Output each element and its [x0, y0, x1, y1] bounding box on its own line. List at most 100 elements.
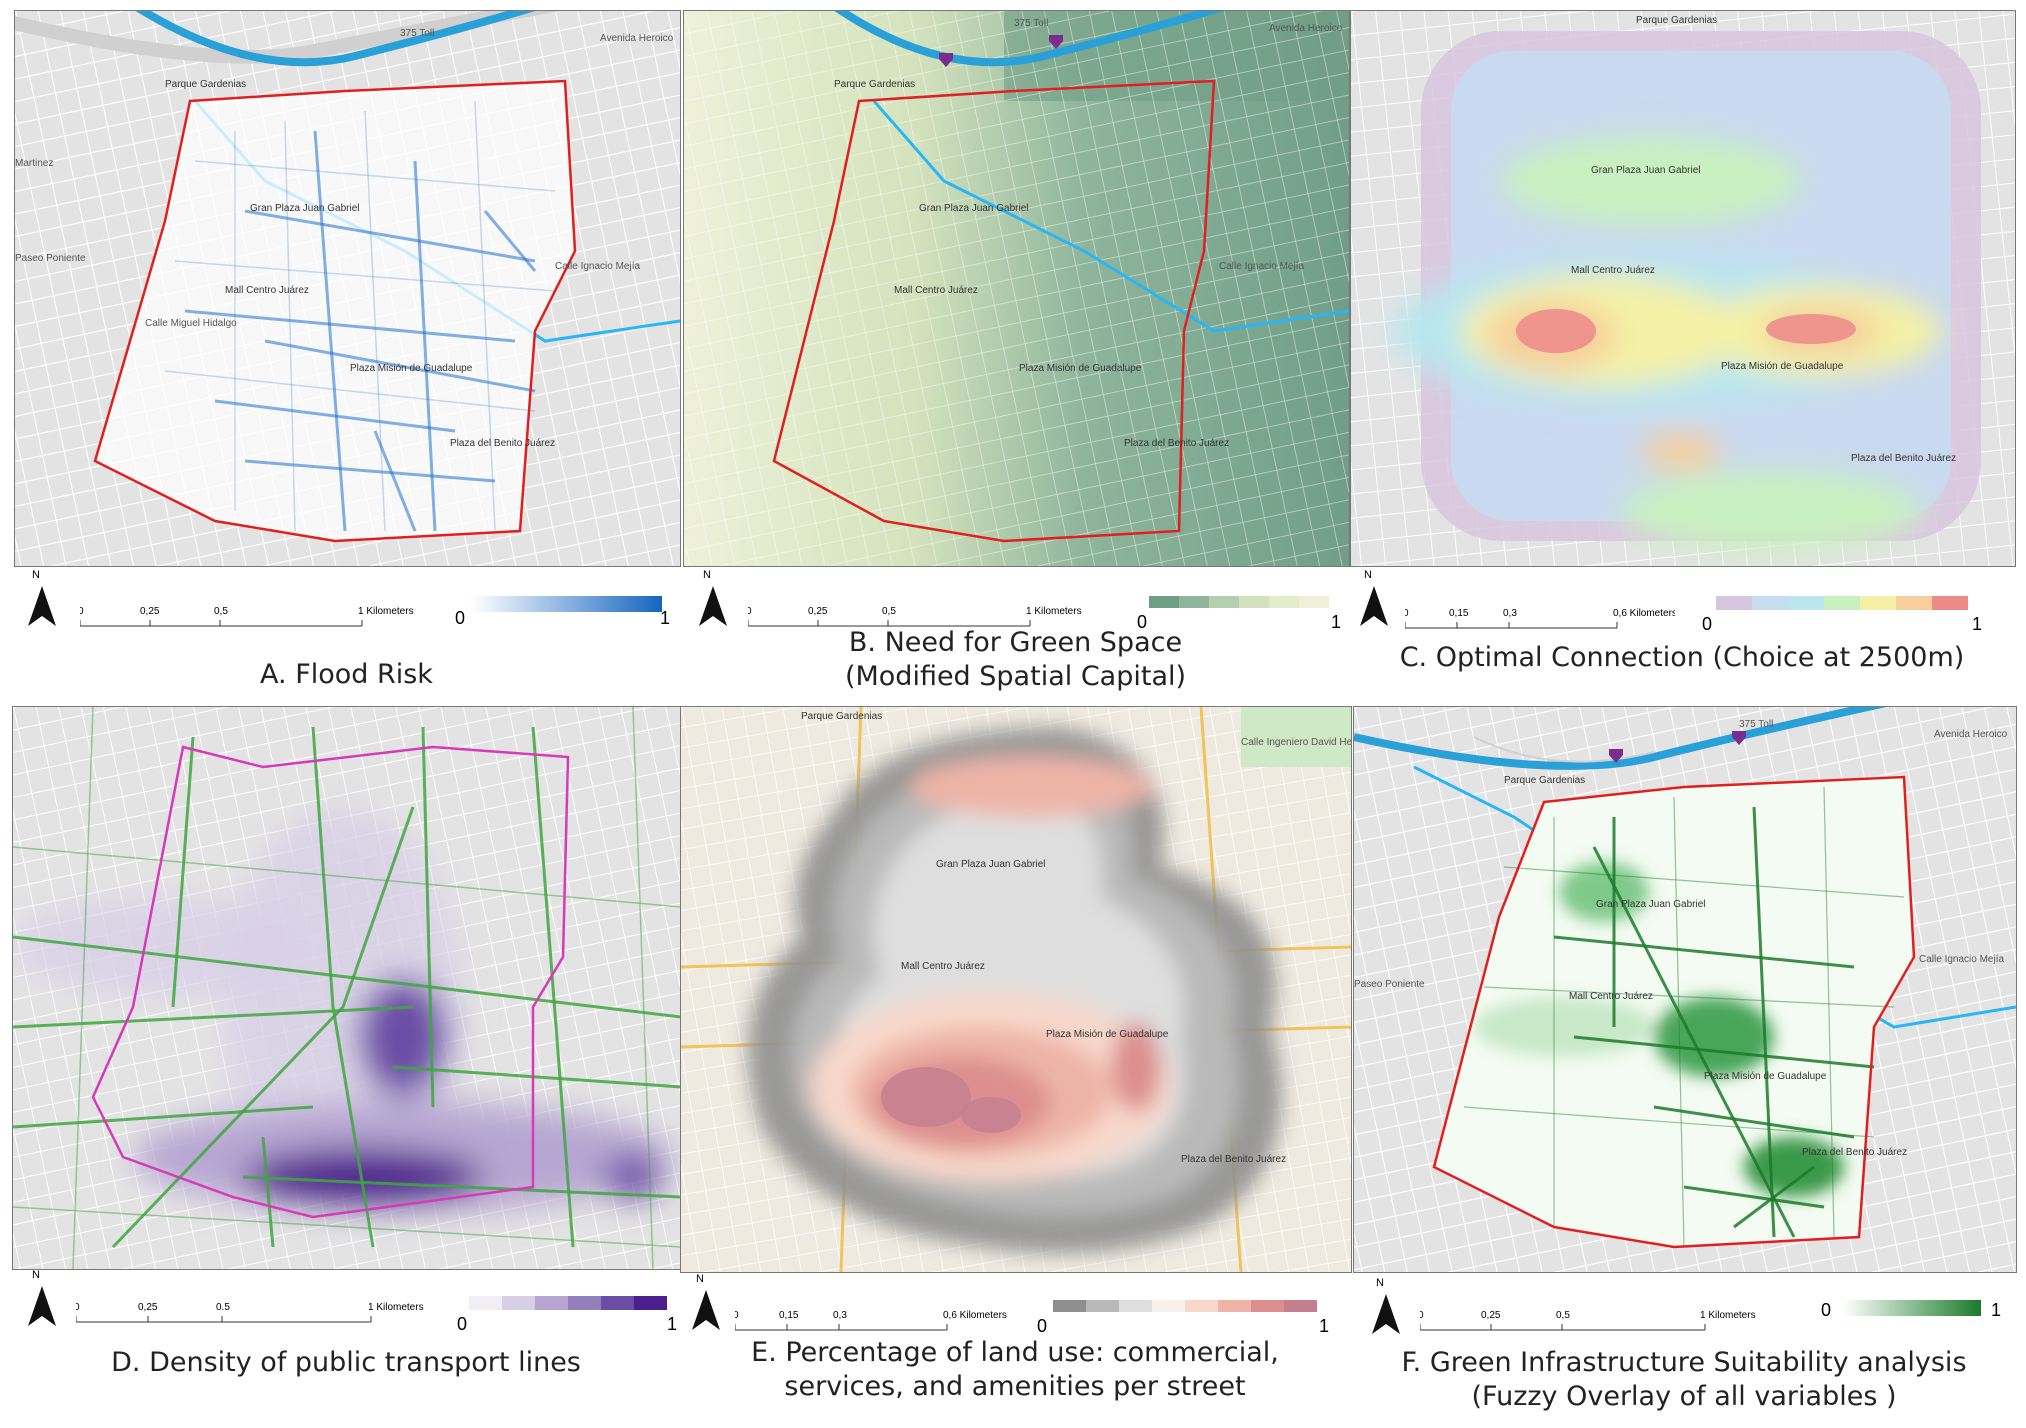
caption-c: C. Optimal Connection (Choice at 2500m)	[1399, 642, 1965, 673]
svg-text:1: 1	[1991, 1300, 2001, 1320]
svg-text:1 Kilometers: 1 Kilometers	[358, 606, 414, 617]
label-plaza-mision: Plaza Misión de Guadalupe	[1046, 1029, 1169, 1040]
map-green-space-need: Parque Gardenias Gran Plaza Juan Gabriel…	[683, 10, 1350, 567]
svg-text:0,5: 0,5	[1556, 1310, 1570, 1321]
caption-d: D. Density of public transport lines	[111, 1347, 581, 1378]
svg-text:N: N	[32, 569, 40, 581]
scale-bar: 0 0,15 0,3 0,6 Kilometers	[1403, 604, 1677, 639]
svg-text:0.5: 0.5	[216, 1302, 230, 1313]
label-mall-centro: Mall Centro Juárez	[225, 285, 309, 296]
svg-text:0,15: 0,15	[779, 1310, 799, 1321]
legend-colorbar: 0 1	[455, 1296, 685, 1341]
label-parque-gardenias: Parque Gardenias	[1504, 775, 1585, 786]
scale-bar: 0 0,25 0,5 1 Kilometers	[1418, 1306, 1780, 1341]
svg-text:N: N	[703, 569, 711, 581]
svg-text:1 Kilometers: 1 Kilometers	[368, 1302, 424, 1313]
svg-text:1: 1	[660, 608, 670, 628]
map-flood-risk: Parque Gardenias Gran Plaza Juan Gabriel…	[14, 10, 681, 567]
svg-text:0: 0	[457, 1314, 467, 1334]
svg-text:0: 0	[76, 1302, 80, 1313]
svg-text:0: 0	[1037, 1316, 1047, 1336]
label-martinez-short: Martinez	[15, 158, 53, 169]
svg-text:1: 1	[1331, 612, 1341, 632]
label-hidalgo: Calle Miguel Hidalgo	[145, 318, 237, 329]
svg-text:0: 0	[1137, 612, 1147, 632]
svg-text:0,3: 0,3	[833, 1310, 847, 1321]
svg-text:N: N	[1376, 1277, 1384, 1289]
caption-a: A. Flood Risk	[260, 659, 433, 690]
north-arrow: N	[1370, 1276, 1410, 1341]
label-plaza-benito: Plaza del Benito Juárez	[1181, 1154, 1286, 1165]
north-arrow: N	[690, 1272, 730, 1337]
svg-text:0: 0	[455, 608, 465, 628]
svg-text:0,15: 0,15	[1449, 608, 1469, 619]
label-plaza-benito: Plaza del Benito Juárez	[1802, 1147, 1907, 1158]
caption-e: E. Percentage of land use: commercial, s…	[751, 1337, 1279, 1402]
label-parque-gardenias: Parque Gardenias	[1636, 15, 1717, 26]
label-gran-plaza: Gran Plaza Juan Gabriel	[1596, 899, 1706, 910]
label-gran-plaza: Gran Plaza Juan Gabriel	[1591, 165, 1701, 176]
label-parque-gardenias: Parque Gardenias	[165, 79, 246, 90]
label-gran-plaza: Gran Plaza Juan Gabriel	[250, 203, 360, 214]
svg-text:1 Kilometers: 1 Kilometers	[1026, 606, 1082, 617]
label-parque-gardenias: Parque Gardenias	[834, 79, 915, 90]
svg-text:0: 0	[1821, 1300, 1831, 1320]
north-arrow: N	[1358, 568, 1398, 633]
label-mall-centro: Mall Centro Juárez	[1571, 265, 1655, 276]
scale-bar: 0 0,25 0,5 1 Kilometers	[746, 602, 1108, 637]
svg-text:0: 0	[748, 606, 752, 617]
svg-text:N: N	[32, 1269, 40, 1281]
svg-text:0,25: 0,25	[808, 606, 828, 617]
label-ignacio-mejia: Calle Ignacio Mejía	[1219, 261, 1304, 272]
map-optimal-connection: Parque Gardenias Gran Plaza Juan Gabriel…	[1350, 10, 2016, 567]
svg-text:1 Kilometers: 1 Kilometers	[1700, 1310, 1756, 1321]
label-gran-plaza: Gran Plaza Juan Gabriel	[936, 859, 1046, 870]
label-avenida-heroico: Avenida Heroico	[600, 33, 674, 44]
map-green-infrastructure: Parque Gardenias Gran Plaza Juan Gabriel…	[1353, 706, 2017, 1273]
scale-bar: 0 0,25 0,5 1 Kilometers	[78, 602, 440, 637]
legend-colorbar: 0 1	[1815, 1294, 2015, 1329]
svg-text:1: 1	[667, 1314, 677, 1334]
scale-bar: 0 0,25 0.5 1 Kilometers	[74, 1298, 436, 1333]
svg-text:0,25: 0,25	[140, 606, 160, 617]
legend-colorbar: 0 1	[1135, 596, 1355, 641]
label-ignacio-mejia: Calle Ignacio Mejía	[1919, 954, 2004, 965]
label-avenida-heroico: Avenida Heroico	[1934, 729, 2008, 740]
label-plaza-benito: Plaza del Benito Juárez	[1851, 453, 1956, 464]
map-land-use: Parque Gardenias Gran Plaza Juan Gabriel…	[680, 706, 1352, 1273]
svg-text:0: 0	[735, 1310, 739, 1321]
svg-text:N: N	[1364, 569, 1372, 581]
legend-colorbar: 0 1	[1700, 596, 1990, 643]
north-arrow: N	[697, 568, 737, 633]
label-toll: 375 Toll	[1014, 18, 1048, 29]
svg-text:0,5: 0,5	[882, 606, 896, 617]
svg-text:1: 1	[1319, 1316, 1329, 1336]
label-mall-centro: Mall Centro Juárez	[1569, 991, 1653, 1002]
label-poniente: Paseo Poniente	[1354, 979, 1425, 990]
svg-text:0,5: 0,5	[214, 606, 228, 617]
label-gran-plaza: Gran Plaza Juan Gabriel	[919, 203, 1029, 214]
label-avenida-heroico: Avenida Heroico	[1269, 23, 1343, 34]
label-mall-centro: Mall Centro Juárez	[894, 285, 978, 296]
legend-colorbar: 0 1	[1035, 1300, 1335, 1349]
svg-text:0,6 Kilometers: 0,6 Kilometers	[943, 1310, 1007, 1321]
svg-text:0: 0	[1420, 1310, 1424, 1321]
label-plaza-benito: Plaza del Benito Juárez	[1124, 438, 1229, 449]
map-transport-density	[12, 706, 682, 1270]
svg-text:0: 0	[1405, 608, 1409, 619]
label-toll: 375 Toll	[400, 28, 434, 39]
scale-bar: 0 0,15 0,3 0,6 Kilometers	[733, 1306, 1025, 1341]
svg-text:N: N	[696, 1273, 704, 1285]
svg-text:1: 1	[1972, 614, 1982, 634]
caption-b: B. Need for Green Space (Modified Spatia…	[844, 627, 1187, 692]
label-plaza-mision: Plaza Misión de Guadalupe	[1019, 363, 1142, 374]
svg-text:0,6 Kilometers: 0,6 Kilometers	[1613, 608, 1675, 619]
svg-text:0,3: 0,3	[1503, 608, 1517, 619]
caption-f: F. Green Infrastructure Suitability anal…	[1401, 1347, 1967, 1412]
label-ignacio-mejia: Calle Ignacio Mejía	[555, 261, 640, 272]
label-parque-gardenias: Parque Gardenias	[801, 711, 882, 722]
svg-text:0: 0	[1702, 614, 1712, 634]
label-plaza-mision: Plaza Misión de Guadalupe	[350, 363, 473, 374]
label-toll: 375 Toll	[1739, 719, 1773, 730]
label-poniente: Paseo Poniente	[15, 253, 86, 264]
